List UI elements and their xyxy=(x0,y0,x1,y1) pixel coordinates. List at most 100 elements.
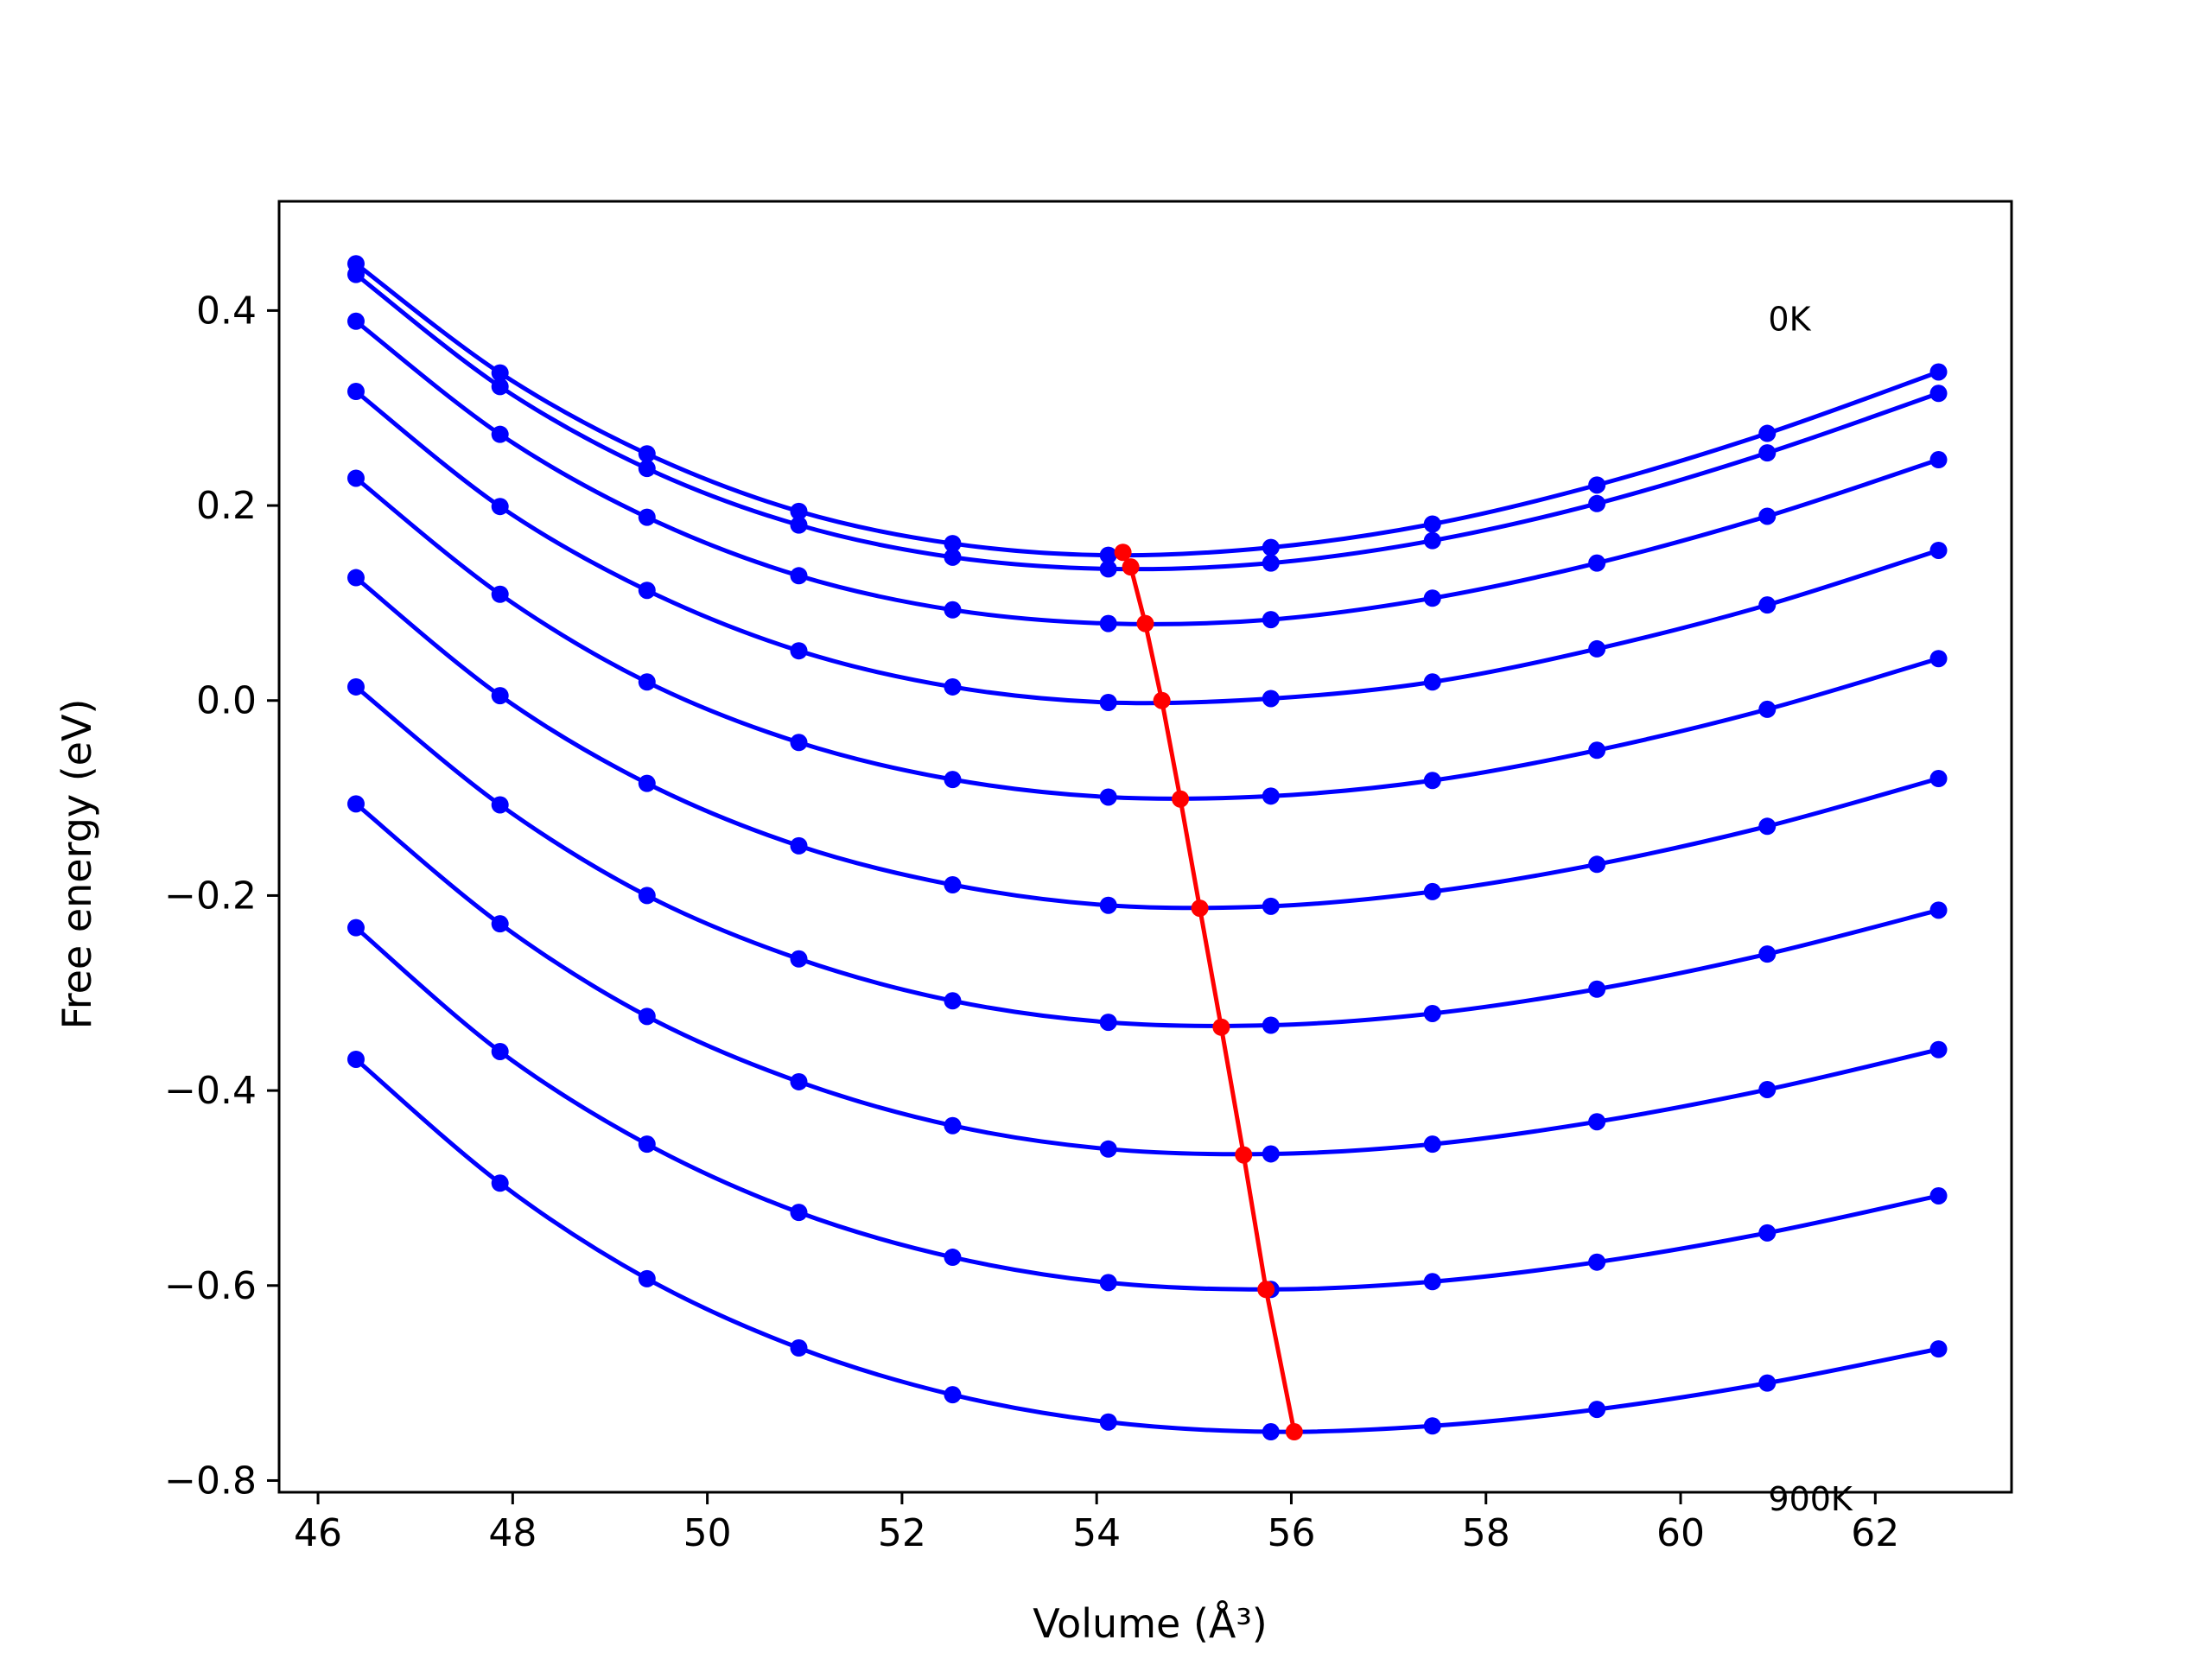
series-6-point-6 xyxy=(1099,896,1117,914)
series-3-point-5 xyxy=(944,601,962,619)
series-2-point-7 xyxy=(1262,554,1280,572)
series-3-point-2 xyxy=(491,425,509,443)
series-4-point-3 xyxy=(638,582,656,600)
series-10-point-7 xyxy=(1262,1423,1280,1441)
series-5-point-6 xyxy=(1099,788,1117,806)
series-8-point-11 xyxy=(1929,1040,1948,1058)
x-tick-label: 46 xyxy=(294,1511,342,1555)
series-6-point-9 xyxy=(1588,855,1606,874)
series-6-point-3 xyxy=(638,774,656,792)
series-10-point-1 xyxy=(346,1050,365,1068)
series-4-point-10 xyxy=(1758,596,1777,614)
series-7-point-2 xyxy=(491,796,509,814)
series-3-point-9 xyxy=(1588,554,1606,572)
series-5-point-3 xyxy=(638,673,656,691)
series-1-point-3 xyxy=(638,445,656,463)
series-3-point-4 xyxy=(790,567,808,585)
series-10-point-3 xyxy=(638,1269,656,1287)
minimum-point-8 xyxy=(1235,1146,1253,1164)
series-1-point-10 xyxy=(1758,424,1777,442)
minimum-point-9 xyxy=(1257,1281,1275,1299)
series-6-point-7 xyxy=(1262,897,1280,915)
series-5-point-8 xyxy=(1423,772,1441,790)
series-5-point-2 xyxy=(491,585,509,603)
series-10-point-9 xyxy=(1588,1401,1606,1419)
series-9-point-4 xyxy=(790,1204,808,1222)
series-3-point-3 xyxy=(638,508,656,526)
axes-frame xyxy=(277,200,2013,1494)
series-9-point-11 xyxy=(1929,1186,1948,1205)
x-tick-label: 52 xyxy=(878,1511,926,1555)
series-7-point-8 xyxy=(1423,1004,1441,1022)
series-8-point-6 xyxy=(1099,1140,1117,1158)
series-2-point-1 xyxy=(346,265,365,283)
series-3-point-7 xyxy=(1262,611,1280,629)
series-9-point-8 xyxy=(1423,1273,1441,1291)
series-2-point-2 xyxy=(491,378,509,396)
series-2-point-11 xyxy=(1929,385,1948,403)
series-3-point-1 xyxy=(346,312,365,330)
series-2-point-5 xyxy=(944,548,962,566)
series-1-point-9 xyxy=(1588,476,1606,494)
series-5-point-5 xyxy=(944,771,962,789)
series-10-point-2 xyxy=(491,1174,509,1192)
series-8-point-2 xyxy=(491,915,509,933)
series-6-point-4 xyxy=(790,836,808,855)
series-4-point-5 xyxy=(944,677,962,696)
series-1-point-8 xyxy=(1423,515,1441,533)
series-7-point-11 xyxy=(1929,901,1948,919)
series-4-point-2 xyxy=(491,498,509,516)
series-5-point-9 xyxy=(1588,741,1606,760)
axes: 46 48 50 52 54 56 58 60 62 −0.8 −0.6 −0.4 −0.2 0.0 0.2… xyxy=(164,200,2013,1555)
y-tick-label: −0.2 xyxy=(164,874,257,918)
series-2-point-3 xyxy=(638,460,656,478)
series-6-point-11 xyxy=(1929,770,1948,788)
x-tick-label: 48 xyxy=(488,1511,537,1555)
series-4-point-7 xyxy=(1262,690,1280,708)
series-9-point-10 xyxy=(1758,1224,1777,1242)
series-6-point-10 xyxy=(1758,817,1777,836)
series-1-point-6 xyxy=(1099,546,1117,564)
minimum-point-7 xyxy=(1212,1018,1230,1036)
minimum-point-3 xyxy=(1136,614,1154,632)
series-8-point-9 xyxy=(1588,1113,1606,1131)
series-10-point-10 xyxy=(1758,1374,1777,1392)
y-axis-label: Free energy (eV) xyxy=(54,699,100,1030)
series-4-point-8 xyxy=(1423,673,1441,691)
y-tick-label: −0.4 xyxy=(164,1069,257,1113)
series-9-point-5 xyxy=(944,1249,962,1267)
x-axis-label: Volume (Å³) xyxy=(1033,1600,1268,1647)
series-4-point-6 xyxy=(1099,693,1117,711)
minimum-point-10 xyxy=(1285,1423,1303,1441)
series-7-point-5 xyxy=(944,992,962,1010)
series-8-point-1 xyxy=(346,795,365,813)
series-8-point-4 xyxy=(790,1072,808,1090)
plot-area xyxy=(346,255,1948,1441)
minimum-point-6 xyxy=(1191,899,1209,918)
series-3-point-8 xyxy=(1423,589,1441,607)
minimum-point-4 xyxy=(1153,691,1171,709)
minima-line xyxy=(1121,551,1297,1433)
minimum-point-1 xyxy=(1114,543,1132,562)
series-8-point-5 xyxy=(944,1116,962,1135)
series-1-point-2 xyxy=(491,364,509,382)
minimum-point-2 xyxy=(1122,558,1140,576)
series-7-point-7 xyxy=(1262,1016,1280,1034)
series-3-point-11 xyxy=(1929,451,1948,469)
series-2-point-10 xyxy=(1758,444,1777,462)
series-9-point-2 xyxy=(491,1042,509,1060)
y-tick-label: −0.8 xyxy=(164,1459,257,1503)
series-7-point-10 xyxy=(1758,945,1777,963)
series-7-point-9 xyxy=(1588,980,1606,998)
y-tick-label: 0.4 xyxy=(196,289,257,333)
series-10-point-4 xyxy=(790,1338,808,1357)
series-10-point-11 xyxy=(1929,1340,1948,1358)
series-5-point-11 xyxy=(1929,650,1948,668)
series-4-point-11 xyxy=(1929,541,1948,559)
series-10-point-5 xyxy=(944,1386,962,1404)
series-8-point-7 xyxy=(1262,1145,1280,1163)
series-1-point-7 xyxy=(1262,538,1280,556)
series-4-point-9 xyxy=(1588,639,1606,658)
series-8-point-3 xyxy=(638,1007,656,1026)
